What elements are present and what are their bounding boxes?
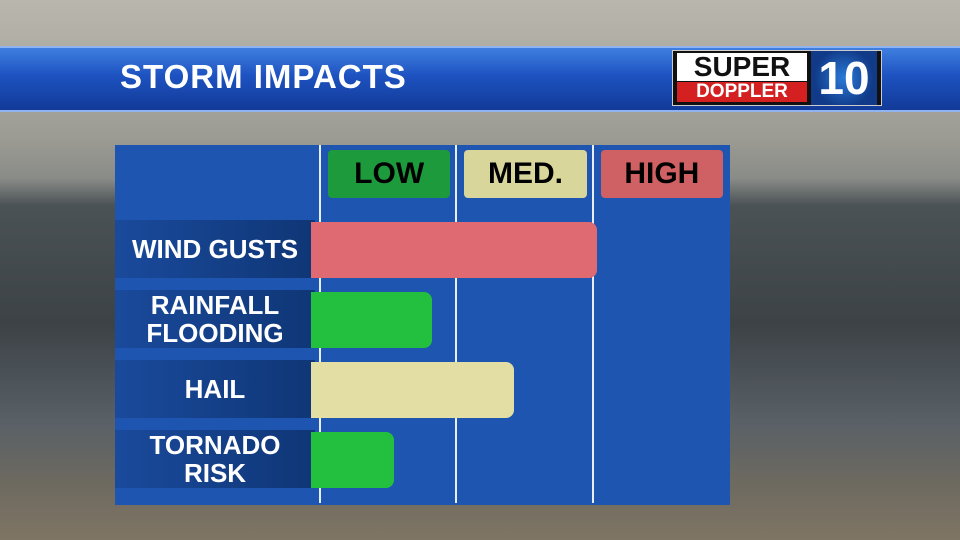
bar xyxy=(311,222,597,278)
category-label: HAIL xyxy=(115,360,315,418)
level-header: LOW xyxy=(328,150,451,198)
bar xyxy=(311,292,432,348)
logo-super: SUPER xyxy=(677,53,807,81)
logo-number: 10 xyxy=(811,51,877,105)
grid-line xyxy=(455,145,458,503)
grid-line xyxy=(591,145,594,503)
bar xyxy=(311,362,514,418)
category-label: TORNADO RISK xyxy=(115,430,315,488)
title: STORM IMPACTS xyxy=(120,58,407,95)
level-header: MED. xyxy=(464,150,587,198)
category-label: RAINFALL FLOODING xyxy=(115,290,315,348)
logo: SUPER DOPPLER 10 xyxy=(672,50,882,106)
bar xyxy=(311,432,394,488)
logo-doppler: DOPPLER xyxy=(677,82,807,102)
level-header: HIGH xyxy=(600,150,723,198)
category-label: WIND GUSTS xyxy=(115,220,315,278)
